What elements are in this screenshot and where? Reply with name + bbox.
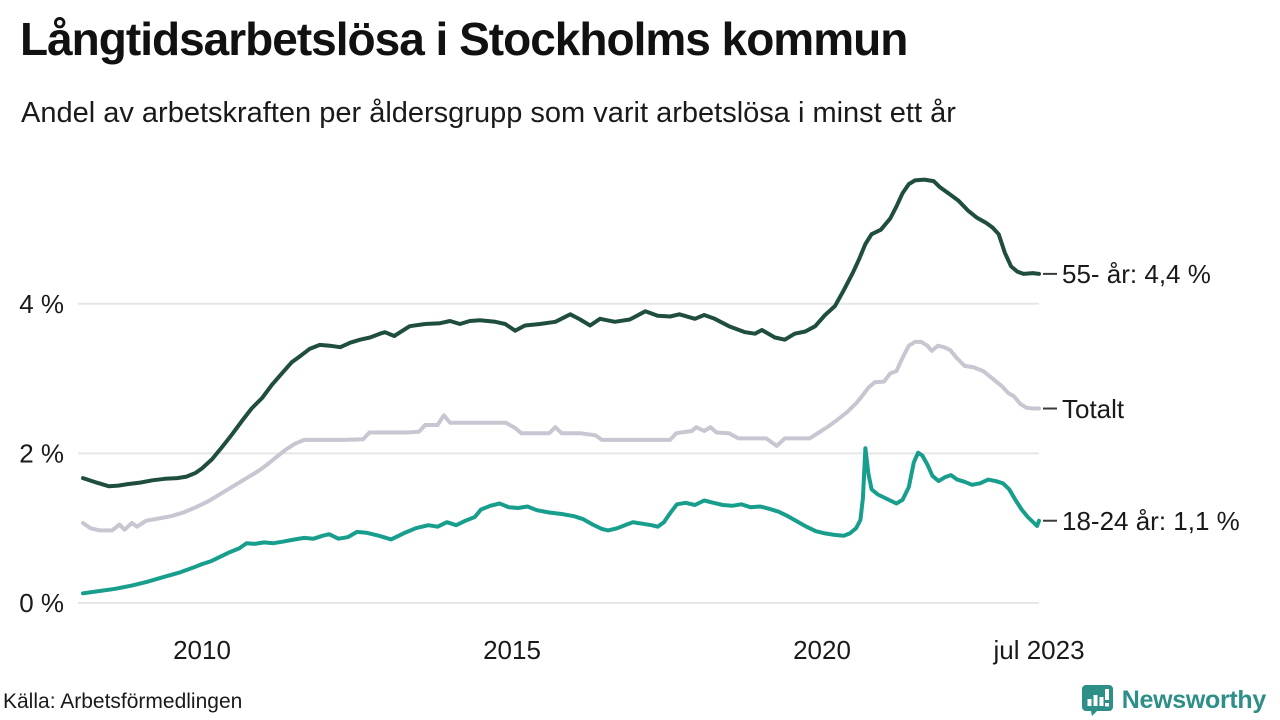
- series-line-18-24-ar: [81, 446, 1041, 596]
- series-line-55-ar: [81, 177, 1041, 489]
- source-caption: Källa: Arbetsförmedlingen: [3, 690, 243, 713]
- page-subtitle: Andel av arbetskraften per åldersgrupp s…: [21, 97, 956, 129]
- x-axis-tick-label: jul 2023: [992, 635, 1084, 665]
- x-axis-tick-label: 2020: [793, 635, 851, 665]
- x-axis-tick-label: 2010: [173, 635, 231, 665]
- series-line-totalt: [81, 339, 1041, 533]
- newsworthy-speech-bubble-bar-chart-icon: [1081, 685, 1113, 716]
- newsworthy-logo: Newsworthy: [1081, 684, 1266, 716]
- page-title: Långtidsarbetslösa i Stockholms kommun: [20, 13, 908, 65]
- y-axis-tick-label: 4 %: [19, 289, 64, 319]
- y-axis-tick-label: 0 %: [19, 588, 64, 618]
- x-axis-tick-label: 2015: [483, 635, 541, 665]
- y-axis-tick-label: 2 %: [19, 438, 64, 468]
- series-end-label-18-24-ar: 18-24 år: 1,1 %: [1062, 505, 1240, 536]
- newsworthy-wordmark: Newsworthy: [1121, 685, 1267, 714]
- series-end-label-55-ar: 55- år: 4,4 %: [1062, 258, 1211, 289]
- series-end-label-totalt: Totalt: [1062, 393, 1125, 424]
